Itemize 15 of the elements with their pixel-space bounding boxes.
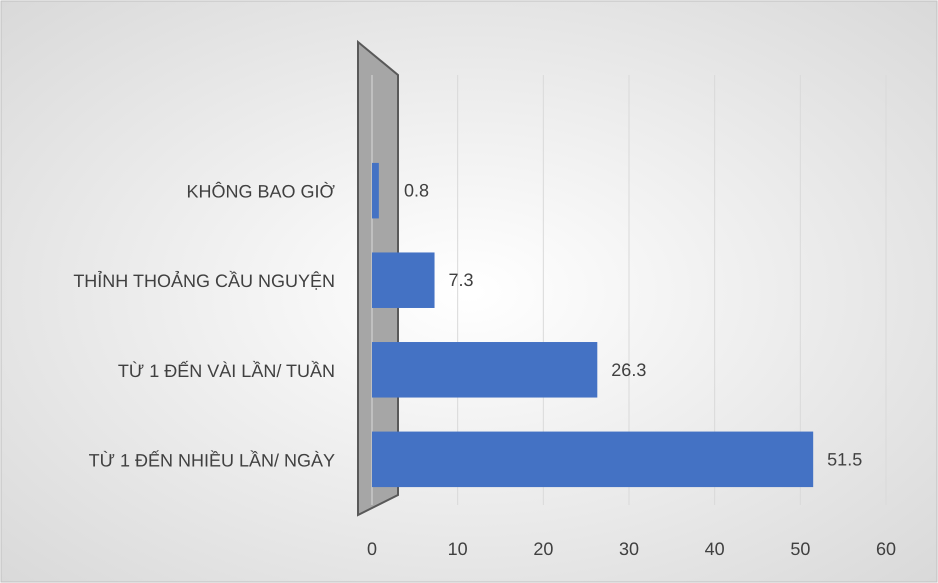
- data-label: 51.5: [827, 449, 862, 470]
- data-label: 0.8: [404, 180, 430, 201]
- x-tick-label: 30: [618, 539, 640, 559]
- x-tick-label: 60: [876, 539, 896, 559]
- x-tick-label: 0: [366, 539, 378, 559]
- y-tick-label: TỪ 1 ĐẾN NHIỀU LẦN/ NGÀY: [88, 449, 335, 470]
- y-tick-label: KHÔNG BAO GIỜ: [186, 182, 336, 202]
- x-tick-label: 10: [448, 539, 468, 559]
- y-tick-label: THỈNH THOẢNG CẦU NGUYỆN: [73, 270, 335, 292]
- y-tick-label: TỪ 1 ĐẾN VÀI LẦN/ TUẦN: [118, 360, 335, 381]
- data-label: 7.3: [448, 270, 474, 290]
- x-tick-label: 20: [533, 539, 554, 559]
- x-tick-label: 40: [704, 539, 725, 559]
- x-tick-label: 50: [790, 539, 810, 559]
- data-label: 26.3: [611, 360, 646, 380]
